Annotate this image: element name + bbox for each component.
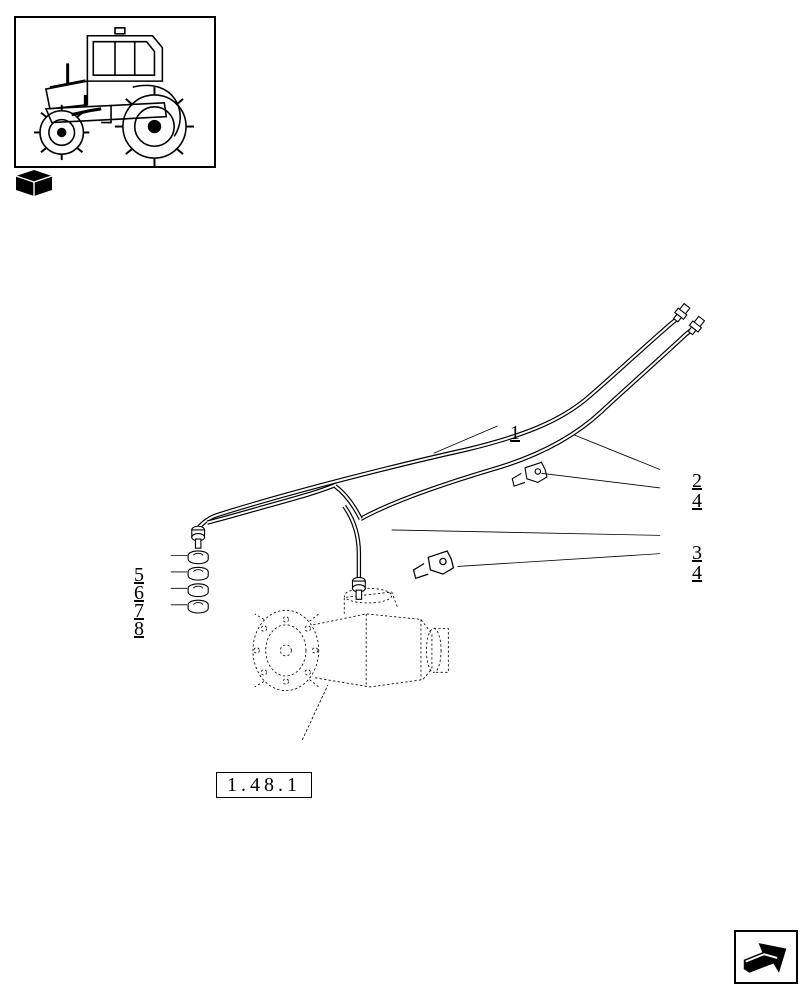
bracket-upper xyxy=(512,462,547,486)
callout-4-upper: 4 xyxy=(692,490,702,513)
main-diagram xyxy=(100,340,720,760)
page: 1 2 4 3 4 5 6 7 8 1.48.1 xyxy=(0,0,812,1000)
diagram-svg xyxy=(100,340,720,760)
tractor-icon xyxy=(16,18,214,166)
book-icon xyxy=(14,168,54,196)
rear-axle-ghost xyxy=(253,588,448,690)
lower-fitting xyxy=(352,577,365,599)
bracket-lower xyxy=(414,551,454,578)
next-page-box[interactable] xyxy=(734,930,798,984)
washer-stack xyxy=(188,551,208,613)
left-fitting xyxy=(192,526,205,548)
reference-box: 1.48.1 xyxy=(216,772,312,798)
callout-4-lower: 4 xyxy=(692,562,702,585)
callout-8: 8 xyxy=(128,618,144,641)
callout-1: 1 xyxy=(510,422,520,445)
context-tractor-box xyxy=(14,16,216,168)
ref-leader xyxy=(302,685,328,740)
arrow-icon xyxy=(736,932,796,982)
